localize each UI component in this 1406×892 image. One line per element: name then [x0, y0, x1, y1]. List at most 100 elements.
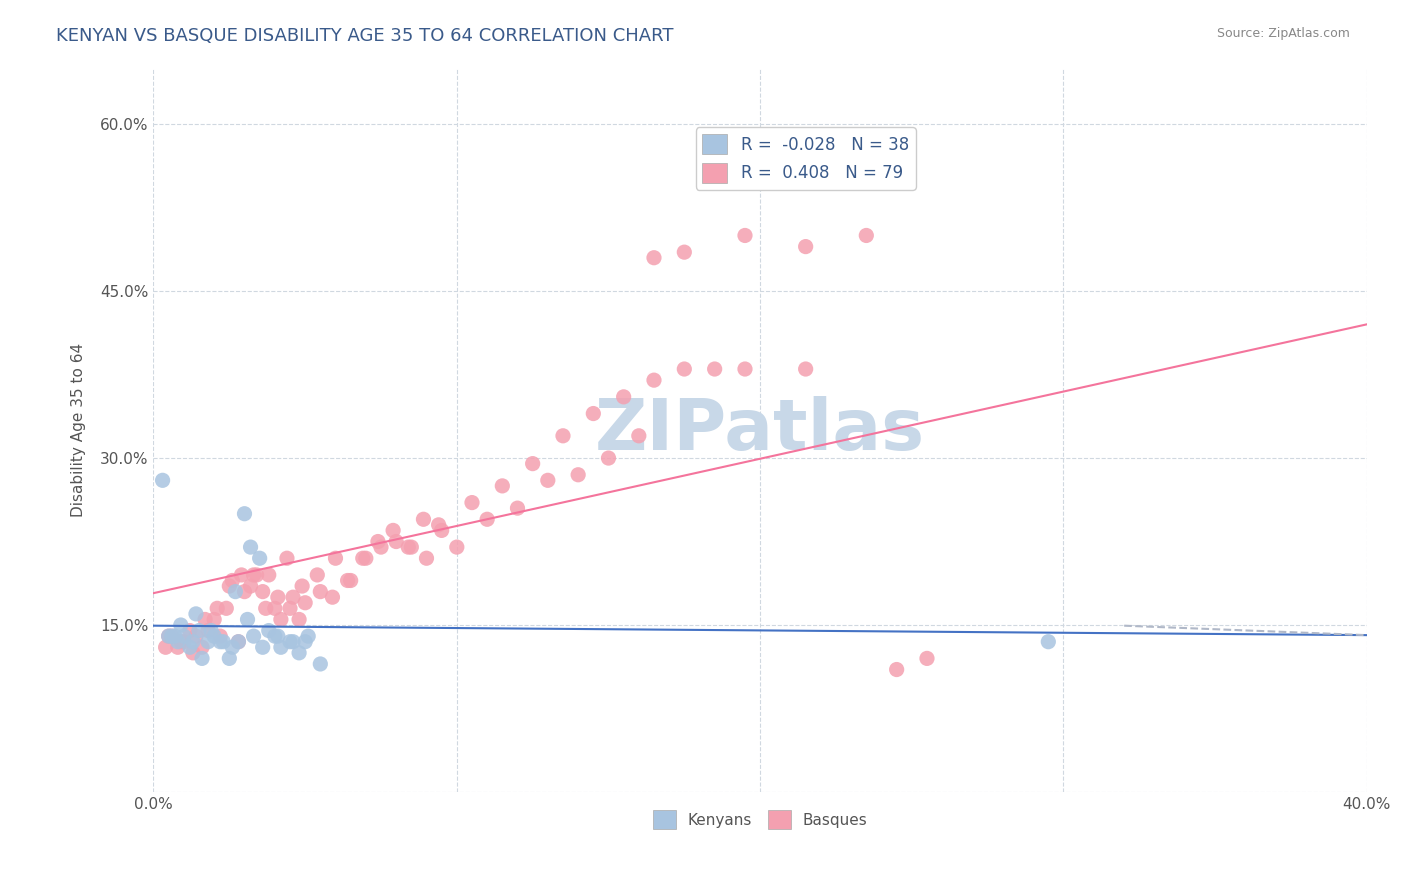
Point: [288, 646, 311, 660]
Point: [188, 624, 211, 638]
Point: [673, 362, 696, 376]
Point: [886, 663, 908, 677]
Point: [703, 362, 725, 376]
Point: [152, 473, 174, 487]
Point: [233, 584, 256, 599]
Point: [382, 524, 405, 538]
Point: [239, 540, 262, 554]
Point: [181, 646, 204, 660]
Point: [267, 590, 290, 604]
Point: [246, 568, 269, 582]
Point: [567, 467, 589, 482]
Point: [218, 579, 240, 593]
Point: [307, 568, 329, 582]
Point: [263, 601, 285, 615]
Text: KENYAN VS BASQUE DISABILITY AGE 35 TO 64 CORRELATION CHART: KENYAN VS BASQUE DISABILITY AGE 35 TO 64…: [56, 27, 673, 45]
Point: [239, 579, 262, 593]
Point: [294, 596, 316, 610]
Point: [242, 568, 264, 582]
Point: [281, 634, 304, 648]
Point: [173, 634, 195, 648]
Point: [446, 540, 468, 554]
Point: [794, 362, 817, 376]
Point: [236, 612, 259, 626]
Point: [191, 651, 214, 665]
Point: [215, 601, 238, 615]
Point: [321, 590, 343, 604]
Point: [221, 574, 243, 588]
Point: [278, 601, 301, 615]
Point: [461, 495, 484, 509]
Point: [281, 590, 304, 604]
Point: [430, 524, 453, 538]
Point: [228, 634, 250, 648]
Legend: Kenyans, Basques: Kenyans, Basques: [647, 804, 873, 835]
Point: [249, 551, 271, 566]
Point: [294, 634, 316, 648]
Point: [205, 601, 228, 615]
Point: [643, 251, 665, 265]
Point: [257, 624, 280, 638]
Point: [170, 634, 193, 648]
Point: [166, 640, 188, 655]
Point: [491, 479, 513, 493]
Point: [309, 657, 332, 671]
Point: [1038, 634, 1060, 648]
Point: [160, 629, 183, 643]
Point: [224, 584, 246, 599]
Point: [401, 540, 423, 554]
Point: [385, 534, 408, 549]
Point: [184, 629, 207, 643]
Y-axis label: Disability Age 35 to 64: Disability Age 35 to 64: [72, 343, 86, 517]
Point: [202, 629, 225, 643]
Point: [194, 612, 217, 626]
Point: [278, 634, 301, 648]
Point: [613, 390, 636, 404]
Point: [242, 629, 264, 643]
Point: [233, 507, 256, 521]
Point: [354, 551, 377, 566]
Point: [179, 624, 201, 638]
Point: [643, 373, 665, 387]
Point: [163, 629, 186, 643]
Point: [734, 228, 756, 243]
Point: [506, 501, 529, 516]
Point: [309, 584, 332, 599]
Point: [263, 629, 285, 643]
Point: [475, 512, 498, 526]
Point: [396, 540, 419, 554]
Point: [166, 634, 188, 648]
Point: [184, 607, 207, 621]
Point: [231, 568, 253, 582]
Point: [252, 584, 274, 599]
Point: [427, 517, 450, 532]
Point: [209, 629, 232, 643]
Point: [173, 629, 195, 643]
Text: Source: ZipAtlas.com: Source: ZipAtlas.com: [1216, 27, 1350, 40]
Point: [200, 624, 222, 638]
Point: [855, 228, 877, 243]
Point: [197, 634, 219, 648]
Point: [915, 651, 938, 665]
Point: [155, 640, 177, 655]
Point: [339, 574, 361, 588]
Point: [197, 624, 219, 638]
Point: [202, 612, 225, 626]
Point: [288, 612, 311, 626]
Point: [270, 640, 292, 655]
Text: ZIPatlas: ZIPatlas: [595, 396, 925, 465]
Point: [212, 634, 235, 648]
Point: [537, 473, 560, 487]
Point: [794, 239, 817, 253]
Point: [170, 618, 193, 632]
Point: [157, 629, 180, 643]
Point: [179, 640, 201, 655]
Point: [352, 551, 374, 566]
Point: [267, 629, 290, 643]
Point: [415, 551, 437, 566]
Point: [276, 551, 298, 566]
Point: [157, 629, 180, 643]
Point: [325, 551, 347, 566]
Point: [336, 574, 359, 588]
Point: [209, 634, 232, 648]
